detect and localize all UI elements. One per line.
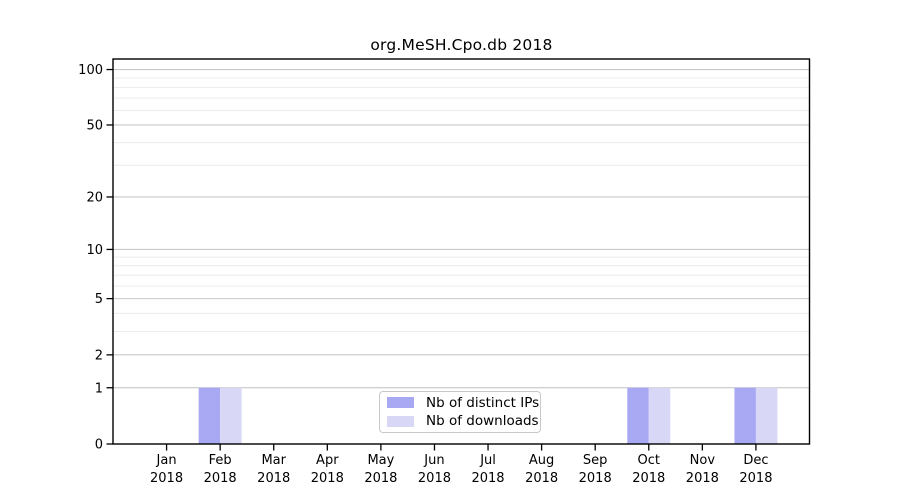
x-axis-month-label: Feb bbox=[209, 453, 232, 468]
x-axis-month-label: May bbox=[367, 453, 394, 468]
y-axis-tick-label: 50 bbox=[86, 118, 103, 133]
x-axis-month-label: Sep bbox=[583, 453, 608, 468]
y-axis-tick-label: 2 bbox=[95, 348, 103, 363]
x-axis-year-label: 2018 bbox=[418, 471, 451, 486]
legend: Nb of distinct IPs Nb of downloads bbox=[379, 391, 541, 433]
legend-swatch-downloads bbox=[387, 415, 414, 427]
y-axis-tick-label: 100 bbox=[78, 63, 103, 78]
x-axis-year-label: 2018 bbox=[471, 471, 504, 486]
x-axis-month-label: Dec bbox=[743, 453, 768, 468]
legend-label-downloads: Nb of downloads bbox=[426, 413, 539, 430]
x-axis-year-label: 2018 bbox=[311, 471, 344, 486]
x-axis-year-label: 2018 bbox=[257, 471, 290, 486]
x-axis-year-label: 2018 bbox=[150, 471, 183, 486]
legend-item-distinct-ips: Nb of distinct IPs bbox=[387, 395, 540, 411]
x-axis-year-label: 2018 bbox=[686, 471, 719, 486]
x-axis-year-label: 2018 bbox=[525, 471, 558, 486]
x-axis-year-label: 2018 bbox=[739, 471, 772, 486]
x-axis-year-label: 2018 bbox=[632, 471, 665, 486]
bar-downloads-dec bbox=[755, 387, 778, 444]
x-axis-month-label: Nov bbox=[690, 453, 716, 468]
y-axis-tick-label: 0 bbox=[95, 438, 103, 453]
x-axis-month-label: Jan bbox=[156, 453, 177, 468]
chart-title: org.MeSH.Cpo.db 2018 bbox=[370, 36, 553, 54]
x-axis-month-label: Jul bbox=[479, 453, 496, 468]
legend-label-distinct-ips: Nb of distinct IPs bbox=[426, 394, 540, 411]
y-axis-tick-label: 20 bbox=[86, 190, 103, 205]
bar-downloads-feb bbox=[220, 387, 242, 444]
x-axis-month-label: Jun bbox=[423, 453, 444, 468]
bar-distinct-ips-dec bbox=[734, 387, 756, 444]
y-axis-tick-label: 5 bbox=[95, 292, 103, 307]
bar-downloads-oct bbox=[648, 387, 671, 444]
x-axis-year-label: 2018 bbox=[579, 471, 612, 486]
bar-distinct-ips-feb bbox=[198, 387, 221, 444]
bar-distinct-ips-oct bbox=[627, 387, 649, 444]
legend-item-downloads: Nb of downloads bbox=[387, 413, 540, 429]
y-axis-tick-label: 10 bbox=[86, 243, 103, 258]
legend-swatch-distinct-ips bbox=[387, 397, 414, 409]
x-axis-month-label: Oct bbox=[638, 453, 660, 468]
x-axis-month-label: Aug bbox=[529, 453, 554, 468]
plot-frame bbox=[112, 58, 811, 445]
y-axis-tick-label: 1 bbox=[95, 381, 103, 396]
x-axis-month-label: Apr bbox=[316, 453, 339, 468]
x-axis-year-label: 2018 bbox=[364, 471, 397, 486]
x-axis-month-label: Mar bbox=[261, 453, 286, 468]
x-axis-year-label: 2018 bbox=[204, 471, 237, 486]
